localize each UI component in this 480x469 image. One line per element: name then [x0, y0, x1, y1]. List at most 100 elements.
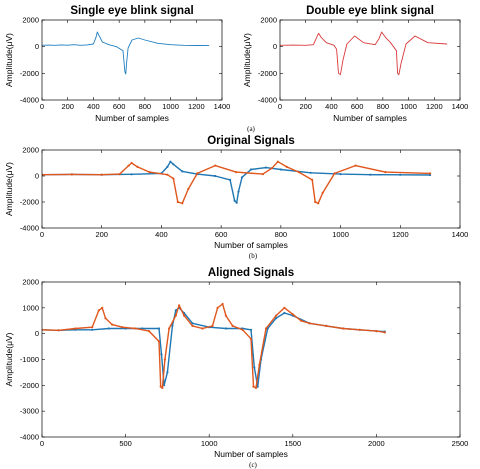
data-point	[333, 172, 336, 175]
data-point	[283, 311, 286, 315]
data-point	[254, 386, 258, 389]
data-point	[285, 165, 288, 168]
data-point	[91, 328, 94, 331]
data-point	[429, 173, 432, 177]
data-point	[252, 385, 255, 388]
chart-title: Original Signals	[207, 135, 295, 147]
data-point	[166, 371, 169, 374]
data-point	[229, 178, 232, 181]
y-tick-label: 1000	[22, 303, 39, 312]
data-point	[130, 161, 133, 165]
y-tick-label: -4000	[258, 96, 277, 105]
x-tick-label: 1400	[452, 102, 469, 111]
x-tick-label: 800	[377, 102, 390, 111]
data-point	[256, 385, 259, 388]
x-tick-label: 1400	[452, 230, 469, 239]
data-point	[181, 170, 184, 173]
chart-original-signals: Original Signals 0 200 400 600 800 1000 1200 140…	[4, 135, 468, 260]
data-point	[317, 202, 320, 205]
x-tick-label: 1000	[162, 102, 179, 111]
data-point	[187, 187, 190, 191]
y-tick-label: -4000	[20, 224, 39, 233]
y-axis-label: Amplitude(μV)	[4, 162, 14, 216]
data-point	[166, 165, 169, 168]
y-tick-label: 2000	[22, 278, 39, 287]
data-point	[375, 330, 378, 333]
y-tick-label: 0	[35, 172, 39, 181]
data-point	[224, 327, 227, 330]
data-point	[253, 366, 256, 369]
data-point	[275, 317, 278, 320]
data-point	[70, 173, 73, 176]
axes-frame	[41, 19, 223, 101]
data-point	[166, 173, 169, 176]
data-point	[249, 328, 253, 331]
data-point	[384, 171, 387, 174]
data-point	[221, 302, 224, 306]
x-tick-label: 400	[87, 102, 100, 111]
y-tick-label: -2000	[20, 381, 39, 390]
x-tick-label: 2000	[368, 439, 385, 448]
data-point	[191, 322, 194, 325]
data-point	[172, 177, 175, 180]
chart-single-eye-blink: Single eye blink signal 0 200 400 600 800 1000…	[4, 5, 256, 133]
x-tick-label: 400	[155, 230, 168, 239]
data-point	[354, 164, 357, 167]
y-tick-label: 0	[35, 329, 39, 338]
y-axis-label: Amplitude(μV)	[4, 33, 14, 87]
data-point	[74, 327, 77, 330]
y-tick-label: -2000	[20, 69, 39, 78]
y-tick-label: 2000	[260, 16, 277, 25]
data-point	[127, 164, 130, 167]
series-line-1	[42, 307, 385, 388]
plot-area	[280, 31, 448, 76]
x-tick-label: 500	[119, 439, 132, 448]
x-tick-label: 800	[139, 102, 152, 111]
y-tick-label: -4000	[20, 96, 39, 105]
data-point	[341, 327, 345, 330]
data-point	[97, 309, 100, 312]
plot-area	[42, 31, 210, 75]
data-point	[176, 200, 179, 204]
data-point	[104, 317, 107, 320]
x-tick-label: 600	[113, 102, 126, 111]
data-point	[237, 190, 240, 193]
data-point	[107, 327, 110, 330]
y-tick-label: -1000	[20, 355, 39, 364]
data-point	[174, 309, 177, 312]
data-point	[283, 306, 286, 309]
x-tick-label: 400	[325, 102, 338, 111]
y-tick-label: 0	[273, 42, 277, 51]
data-point	[171, 324, 174, 327]
data-point	[233, 199, 236, 202]
data-point	[216, 306, 219, 309]
data-point	[178, 304, 181, 307]
y-tick-label: 2000	[22, 146, 39, 155]
data-point	[214, 164, 217, 167]
data-point	[136, 165, 139, 168]
data-point	[130, 173, 133, 176]
x-tick-label: 0	[40, 102, 44, 111]
data-point	[369, 173, 372, 176]
x-tick-label: 600	[215, 230, 228, 239]
figure-caption: (c)	[249, 461, 257, 469]
y-tick-label: -2000	[258, 69, 277, 78]
x-tick-label: 1400	[214, 102, 231, 111]
data-point	[161, 386, 164, 389]
figure-caption: (a)	[247, 125, 255, 133]
data-point	[168, 327, 171, 330]
x-axis-label: Number of samples	[214, 240, 288, 250]
axes-frame	[279, 19, 461, 101]
data-point	[261, 173, 264, 176]
data-point	[241, 328, 244, 331]
data-point	[174, 314, 177, 317]
data-point	[121, 326, 124, 329]
x-tick-label: 1200	[188, 102, 205, 111]
data-point	[358, 328, 361, 331]
x-tick-label: 1000	[400, 102, 417, 111]
data-point	[57, 329, 60, 332]
data-point	[270, 167, 273, 170]
series-line-1	[42, 31, 210, 75]
data-point	[249, 337, 253, 340]
data-point	[111, 323, 114, 326]
